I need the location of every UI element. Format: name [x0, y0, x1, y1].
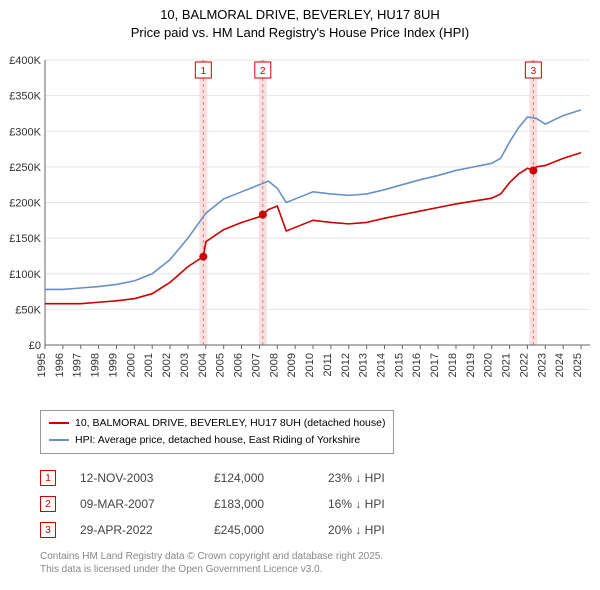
svg-text:1999: 1999 [107, 353, 119, 377]
svg-text:1997: 1997 [72, 353, 84, 377]
events-row: 1 12-NOV-2003 £124,000 23% ↓ HPI [40, 465, 385, 491]
chart-area: £0 £50K £100K £150K £200K £250K £300K £350K £400… [0, 50, 600, 400]
svg-text:2025: 2025 [572, 353, 584, 377]
svg-text:2012: 2012 [340, 353, 352, 377]
svg-text:2011: 2011 [322, 353, 334, 377]
legend-item: 10, BALMORAL DRIVE, BEVERLEY, HU17 8UH (… [49, 415, 385, 432]
svg-text:2020: 2020 [483, 353, 495, 377]
svg-text:2017: 2017 [429, 353, 441, 377]
event-diff: 23% ↓ HPI [328, 471, 385, 485]
svg-text:2000: 2000 [125, 353, 137, 377]
svg-text:2: 2 [260, 66, 266, 77]
svg-text:2002: 2002 [161, 353, 173, 377]
legend-swatch [49, 422, 69, 424]
legend-label: 10, BALMORAL DRIVE, BEVERLEY, HU17 8UH (… [75, 415, 385, 432]
svg-text:£400K: £400K [9, 55, 41, 67]
event-price: £183,000 [214, 497, 304, 511]
svg-text:£250K: £250K [9, 162, 41, 174]
svg-text:£300K: £300K [9, 126, 41, 138]
svg-text:2001: 2001 [143, 353, 155, 377]
page-root: 10, BALMORAL DRIVE, BEVERLEY, HU17 8UH P… [0, 0, 600, 590]
svg-text:2021: 2021 [501, 353, 513, 377]
svg-text:2013: 2013 [358, 353, 370, 377]
chart-svg: £0 £50K £100K £150K £200K £250K £300K £350K £400… [0, 50, 600, 400]
svg-text:2008: 2008 [268, 353, 280, 377]
svg-text:2010: 2010 [304, 353, 316, 377]
events-row: 2 09-MAR-2007 £183,000 16% ↓ HPI [40, 491, 385, 517]
chart-title: 10, BALMORAL DRIVE, BEVERLEY, HU17 8UH P… [0, 0, 600, 42]
svg-text:£50K: £50K [15, 304, 41, 316]
svg-text:1996: 1996 [54, 353, 66, 377]
event-price: £124,000 [214, 471, 304, 485]
svg-text:1: 1 [201, 66, 207, 77]
svg-text:1995: 1995 [36, 353, 48, 377]
svg-text:2014: 2014 [376, 353, 388, 377]
legend: 10, BALMORAL DRIVE, BEVERLEY, HU17 8UH (… [40, 410, 394, 454]
event-marker: 2 [40, 496, 56, 512]
footer-attribution: Contains HM Land Registry data © Crown c… [40, 550, 383, 576]
legend-item: HPI: Average price, detached house, East… [49, 432, 385, 449]
svg-text:2003: 2003 [179, 353, 191, 377]
event-marker: 3 [40, 522, 56, 538]
title-line1: 10, BALMORAL DRIVE, BEVERLEY, HU17 8UH [160, 7, 440, 22]
svg-text:2007: 2007 [250, 353, 262, 377]
svg-text:2015: 2015 [393, 353, 405, 377]
svg-text:2022: 2022 [518, 353, 530, 377]
svg-text:2018: 2018 [447, 353, 459, 377]
svg-text:1998: 1998 [90, 353, 102, 377]
events-row: 3 29-APR-2022 £245,000 20% ↓ HPI [40, 517, 385, 543]
event-diff: 16% ↓ HPI [328, 497, 385, 511]
svg-text:2024: 2024 [554, 353, 566, 377]
legend-swatch [49, 439, 69, 441]
svg-text:2006: 2006 [233, 353, 245, 377]
svg-text:£200K: £200K [9, 198, 41, 210]
svg-text:3: 3 [531, 66, 537, 77]
footer-line1: Contains HM Land Registry data © Crown c… [40, 551, 383, 562]
svg-text:£150K: £150K [9, 233, 41, 245]
legend-label: HPI: Average price, detached house, East… [75, 432, 360, 449]
event-diff: 20% ↓ HPI [328, 523, 385, 537]
svg-text:£100K: £100K [9, 269, 41, 281]
event-price: £245,000 [214, 523, 304, 537]
footer-line2: This data is licensed under the Open Gov… [40, 564, 322, 575]
svg-text:2019: 2019 [465, 353, 477, 377]
title-line2: Price paid vs. HM Land Registry's House … [131, 25, 469, 40]
event-date: 29-APR-2022 [80, 523, 190, 537]
event-date: 09-MAR-2007 [80, 497, 190, 511]
event-date: 12-NOV-2003 [80, 471, 190, 485]
svg-text:2023: 2023 [536, 353, 548, 377]
svg-text:2016: 2016 [411, 353, 423, 377]
svg-text:2004: 2004 [197, 353, 209, 377]
svg-text:2009: 2009 [286, 353, 298, 377]
event-marker: 1 [40, 470, 56, 486]
svg-text:£350K: £350K [9, 91, 41, 103]
svg-text:£0: £0 [29, 340, 41, 352]
events-table: 1 12-NOV-2003 £124,000 23% ↓ HPI 2 09-MA… [40, 465, 385, 543]
svg-text:2005: 2005 [215, 353, 227, 377]
